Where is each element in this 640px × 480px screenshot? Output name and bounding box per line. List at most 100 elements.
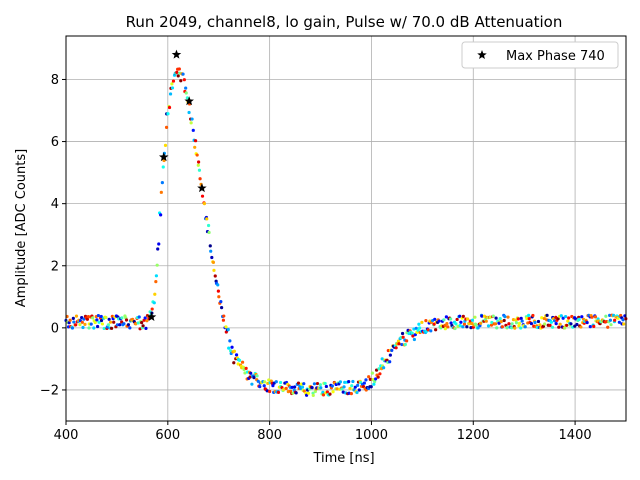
sample-point [476, 326, 480, 330]
sample-point [171, 79, 176, 83]
sample-point [467, 322, 471, 326]
sample-point [126, 323, 131, 327]
sample-point [89, 322, 93, 326]
sample-point [429, 329, 433, 333]
sample-point [519, 326, 523, 330]
sample-point [442, 318, 446, 322]
sample-point [80, 315, 84, 320]
sample-point [74, 314, 79, 318]
sample-point [453, 326, 457, 331]
max-phase-star [158, 152, 169, 162]
sample-point [226, 327, 230, 332]
sample-point [351, 379, 355, 384]
sample-point [193, 139, 198, 143]
sample-point [155, 263, 159, 267]
sample-point [497, 321, 501, 325]
sample-point [313, 389, 317, 394]
sample-point [554, 322, 558, 326]
sample-point [230, 345, 234, 349]
sample-point [454, 322, 458, 326]
sample-point [207, 230, 211, 235]
sample-point [514, 321, 519, 325]
sample-point [565, 323, 569, 327]
sample-point [592, 324, 596, 328]
sample-point [321, 390, 325, 395]
sample-point [108, 320, 113, 324]
sample-point [240, 360, 245, 364]
sample-point [330, 384, 334, 388]
sample-point [434, 328, 438, 332]
sample-point [525, 316, 529, 321]
sample-point [97, 320, 101, 324]
legend: Max Phase 740 [461, 41, 619, 69]
sample-point [296, 381, 301, 385]
grid [65, 36, 626, 421]
sample-point [120, 320, 124, 324]
sample-point [324, 384, 328, 389]
sample-point [621, 318, 625, 322]
sample-point [302, 389, 306, 393]
sample-point [588, 325, 592, 329]
sample-point [548, 323, 552, 327]
sample-point [364, 378, 368, 382]
sample-point [356, 383, 360, 387]
sample-point [388, 353, 392, 357]
sample-point [92, 326, 96, 330]
sample-point [140, 321, 144, 325]
sample-point [513, 326, 517, 330]
sample-point [374, 377, 378, 381]
sample-point [100, 322, 105, 326]
sample-point [154, 274, 158, 278]
sample-point [424, 319, 428, 323]
sample-point [569, 322, 573, 326]
sample-point [410, 331, 414, 335]
sample-point [550, 325, 555, 329]
sample-point [340, 387, 344, 391]
sample-point [348, 386, 352, 391]
sample-point [319, 386, 323, 390]
sample-point [160, 181, 164, 185]
sample-point [153, 292, 157, 296]
max-phase-star [197, 183, 207, 193]
sample-point [378, 372, 382, 376]
x-axis-label: Time [ns] [312, 451, 374, 466]
y-tick-label: −2 [40, 383, 59, 398]
sample-point [549, 320, 554, 324]
max-phase-star [171, 49, 182, 59]
sample-point [557, 325, 561, 329]
sample-point [357, 388, 361, 392]
sample-point [520, 319, 524, 323]
sample-point [276, 390, 281, 394]
sample-point [159, 213, 163, 217]
sample-point [367, 375, 371, 379]
sample-point [474, 323, 478, 327]
sample-point [310, 386, 314, 390]
sample-point [505, 326, 509, 330]
sample-point [426, 328, 430, 332]
sample-point [575, 322, 579, 327]
sample-point [362, 381, 366, 385]
sample-point [580, 315, 584, 319]
sample-point [517, 321, 522, 325]
sample-point [182, 78, 186, 82]
sample-point [400, 342, 404, 347]
sample-point [374, 368, 379, 372]
sample-point [252, 376, 256, 380]
sample-point [458, 314, 462, 318]
sample-point [554, 315, 558, 319]
sample-point [175, 70, 179, 74]
sample-point [465, 325, 469, 329]
sample-point [311, 393, 315, 398]
sample-point [237, 358, 242, 362]
sample-point [479, 321, 483, 325]
sample-point [74, 323, 78, 327]
sample-point [510, 322, 514, 326]
sample-point [274, 380, 278, 384]
sample-point [446, 325, 450, 329]
sample-point [396, 339, 401, 343]
sample-point [163, 143, 168, 148]
sample-point [499, 320, 503, 324]
sample-point [519, 316, 523, 320]
sample-point [85, 317, 89, 321]
